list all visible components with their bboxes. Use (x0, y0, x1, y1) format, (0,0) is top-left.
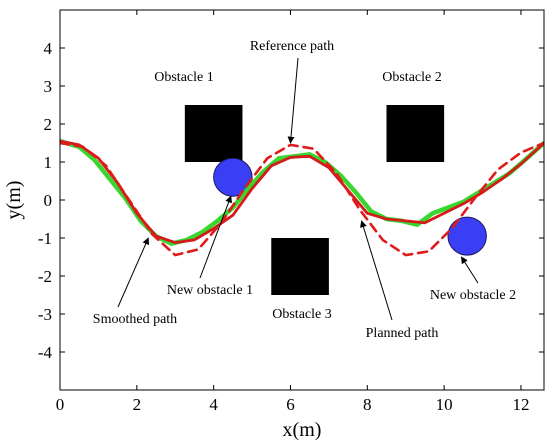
obstacle-new-obstacle-1 (213, 157, 253, 197)
annotation-planned-path: Planned path (366, 326, 439, 341)
annotation-obstacle-2: Obstacle 2 (382, 70, 441, 85)
annotation-obstacle-1: Obstacle 1 (154, 70, 213, 85)
x-tick-label: 8 (363, 395, 372, 414)
annotation-arrow-planned-path (360, 220, 393, 321)
y-tick-label: 3 (44, 77, 53, 96)
y-tick-label: -2 (38, 267, 52, 286)
obstacle-obstacle-3 (271, 238, 329, 295)
x-tick-label: 12 (512, 395, 529, 414)
y-tick-label: 4 (44, 39, 53, 58)
obstacle-new-obstacle-2 (447, 216, 487, 256)
annotation-obstacle-3: Obstacle 3 (272, 307, 331, 322)
y-tick-label: 2 (44, 115, 53, 134)
y-tick-label: -1 (38, 229, 52, 248)
y-axis-label: y(m) (3, 181, 25, 220)
y-tick-label: -3 (38, 305, 52, 324)
series-layer (60, 138, 544, 257)
series-reference-path (60, 141, 544, 257)
annotation-new-obstacle-1: New obstacle 1 (167, 283, 253, 298)
obstacle-obstacle-2 (386, 105, 445, 162)
x-tick-label: 6 (286, 395, 295, 414)
y-tick-label: -4 (38, 343, 53, 362)
x-tick-label: 10 (436, 395, 453, 414)
x-tick-label: 2 (133, 395, 142, 414)
obstacles-layer (184, 105, 487, 295)
annotation-layer: Reference path Smoothed path New obstacle … (93, 39, 516, 341)
y-tick-label: 0 (44, 191, 53, 210)
annotation-new-obstacle-2: New obstacle 2 (430, 288, 516, 303)
x-tick-label: 0 (56, 395, 65, 414)
annotation-smoothed-path: Smoothed path (93, 312, 177, 327)
annotation-arrow-smoothed-path (117, 237, 150, 308)
annotation-arrow-reference-path (287, 57, 299, 144)
annotation-arrow-new-obstacle-1 (199, 195, 232, 279)
annotation-reference-path: Reference path (250, 39, 334, 54)
x-axis-label: x(m) (283, 419, 322, 441)
obstacle-obstacle-1 (184, 105, 243, 162)
x-tick-label: 4 (209, 395, 218, 414)
annotation-arrow-new-obstacle-2 (460, 256, 479, 284)
y-tick-label: 1 (44, 153, 53, 172)
